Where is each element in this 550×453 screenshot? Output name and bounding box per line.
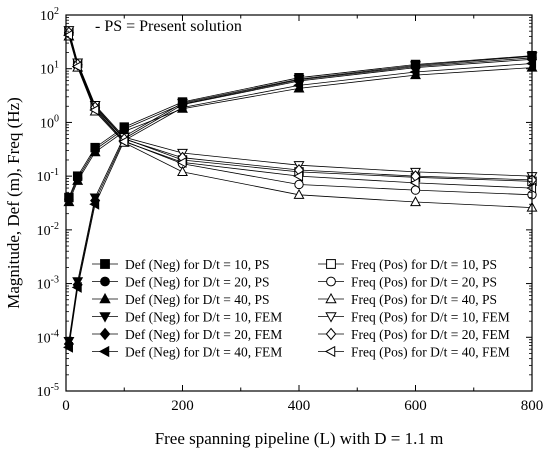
data-point [176, 101, 187, 113]
y-tick-label: 102 [40, 6, 59, 24]
data-point [410, 196, 421, 207]
series-line [68, 58, 533, 345]
y-tick-label: 10-4 [37, 328, 59, 346]
legend-label: Freq (Pos) for D/t = 10, PS [351, 257, 497, 272]
data-point [71, 281, 82, 293]
data-point [63, 341, 73, 353]
y-tick-label: 10-2 [37, 221, 59, 239]
data-point [176, 156, 187, 168]
series-line [68, 57, 533, 200]
x-tick-label: 200 [171, 398, 194, 414]
legend-label: Def (Neg) for D/t = 20, FEM [125, 327, 282, 342]
series-layer [63, 26, 538, 353]
y-tick-label: 10-5 [37, 382, 59, 400]
data-point [293, 79, 304, 91]
series-line [68, 31, 533, 182]
legend-label: Freq (Pos) for D/t = 20, FEM [351, 327, 510, 342]
data-point [63, 29, 73, 41]
legend-label: Freq (Pos) for D/t = 20, PS [351, 275, 497, 290]
x-tick-label: 400 [288, 398, 311, 414]
legend-item: Freq (Pos) for D/t = 40, FEM [318, 345, 510, 360]
x-tick-label: 600 [404, 398, 427, 414]
data-point [89, 104, 100, 116]
data-point [293, 170, 304, 182]
legend-label: Def (Neg) for D/t = 10, PS [125, 257, 269, 272]
legend-label: Def (Neg) for D/t = 40, PS [125, 292, 269, 307]
data-point [293, 188, 305, 199]
legend-item: Freq (Pos) for D/t = 20, PS [318, 275, 497, 290]
legend-marker [325, 312, 337, 323]
y-tick-label: 10-3 [37, 275, 59, 293]
data-point [118, 136, 129, 148]
legend-marker [100, 259, 110, 269]
series-12 [63, 29, 537, 194]
legend-item: Def (Neg) for D/t = 40, PS [92, 292, 269, 307]
axes-layer: 0 200 400 600 800 10-5 10-4 10-3 10-2 10-1 100 101 1… [37, 6, 544, 414]
legend-marker [324, 345, 336, 358]
legend-item: Freq (Pos) for D/t = 10, PS [318, 257, 497, 272]
legend-label: Def (Neg) for D/t = 40, FEM [125, 345, 282, 360]
legend-item: Def (Neg) for D/t = 20, FEM [92, 327, 282, 342]
legend-item: Freq (Pos) for D/t = 40, PS [318, 292, 497, 307]
data-point [89, 146, 101, 157]
y-axis-label: Magnitude, Def (m), Freq (Hz) [4, 97, 23, 309]
series-line [68, 63, 533, 348]
y-tick-label: 100 [40, 113, 59, 131]
data-point [294, 179, 304, 190]
legend-marker [100, 276, 110, 287]
data-point [63, 196, 75, 207]
legend-marker [99, 292, 111, 304]
data-point [72, 174, 84, 185]
data-point [409, 66, 420, 78]
y-tick-label: 10-1 [37, 167, 59, 185]
legend-label: Freq (Pos) for D/t = 10, FEM [351, 310, 510, 325]
legend-layer: Def (Neg) for D/t = 10, PS Def (Neg) for … [92, 257, 510, 360]
legend-label: Freq (Pos) for D/t = 40, PS [351, 292, 497, 307]
x-axis-label: Free spanning pipeline (L) with D = 1.1 … [155, 429, 444, 448]
legend-item: Def (Neg) for D/t = 10, FEM [92, 310, 282, 325]
legend-label: Def (Neg) for D/t = 10, FEM [125, 310, 282, 325]
series-line [68, 32, 533, 181]
data-point [71, 61, 82, 72]
legend-marker [325, 327, 337, 341]
legend-label: Def (Neg) for D/t = 20, PS [125, 275, 269, 290]
x-tick-label: 0 [62, 398, 70, 414]
legend-marker [325, 292, 337, 304]
series-line [68, 55, 533, 342]
data-point [409, 177, 420, 189]
legend-marker [99, 312, 111, 323]
chart-annotation: - PS = Present solution [95, 18, 242, 35]
y-tick-label: 101 [40, 60, 59, 78]
data-point [177, 166, 188, 176]
legend-marker [99, 327, 111, 341]
series-line [68, 55, 533, 198]
data-point [89, 198, 100, 210]
series-line [68, 30, 533, 177]
series-10 [63, 26, 538, 183]
legend-marker [98, 345, 110, 358]
legend-marker [326, 259, 336, 269]
legend-item: Def (Neg) for D/t = 40, FEM [92, 345, 282, 360]
legend-item: Freq (Pos) for D/t = 10, FEM [318, 310, 510, 325]
legend-item: Def (Neg) for D/t = 10, PS [92, 257, 269, 272]
series-6 [63, 58, 537, 353]
data-point [526, 58, 537, 69]
series-line [68, 35, 533, 189]
legend-marker [326, 276, 336, 287]
legend-item: Def (Neg) for D/t = 20, PS [92, 275, 269, 290]
series-line [68, 36, 533, 208]
legend-label: Freq (Pos) for D/t = 40, FEM [351, 345, 510, 360]
x-tick-label: 800 [521, 398, 544, 414]
legend-item: Freq (Pos) for D/t = 20, FEM [318, 327, 510, 342]
